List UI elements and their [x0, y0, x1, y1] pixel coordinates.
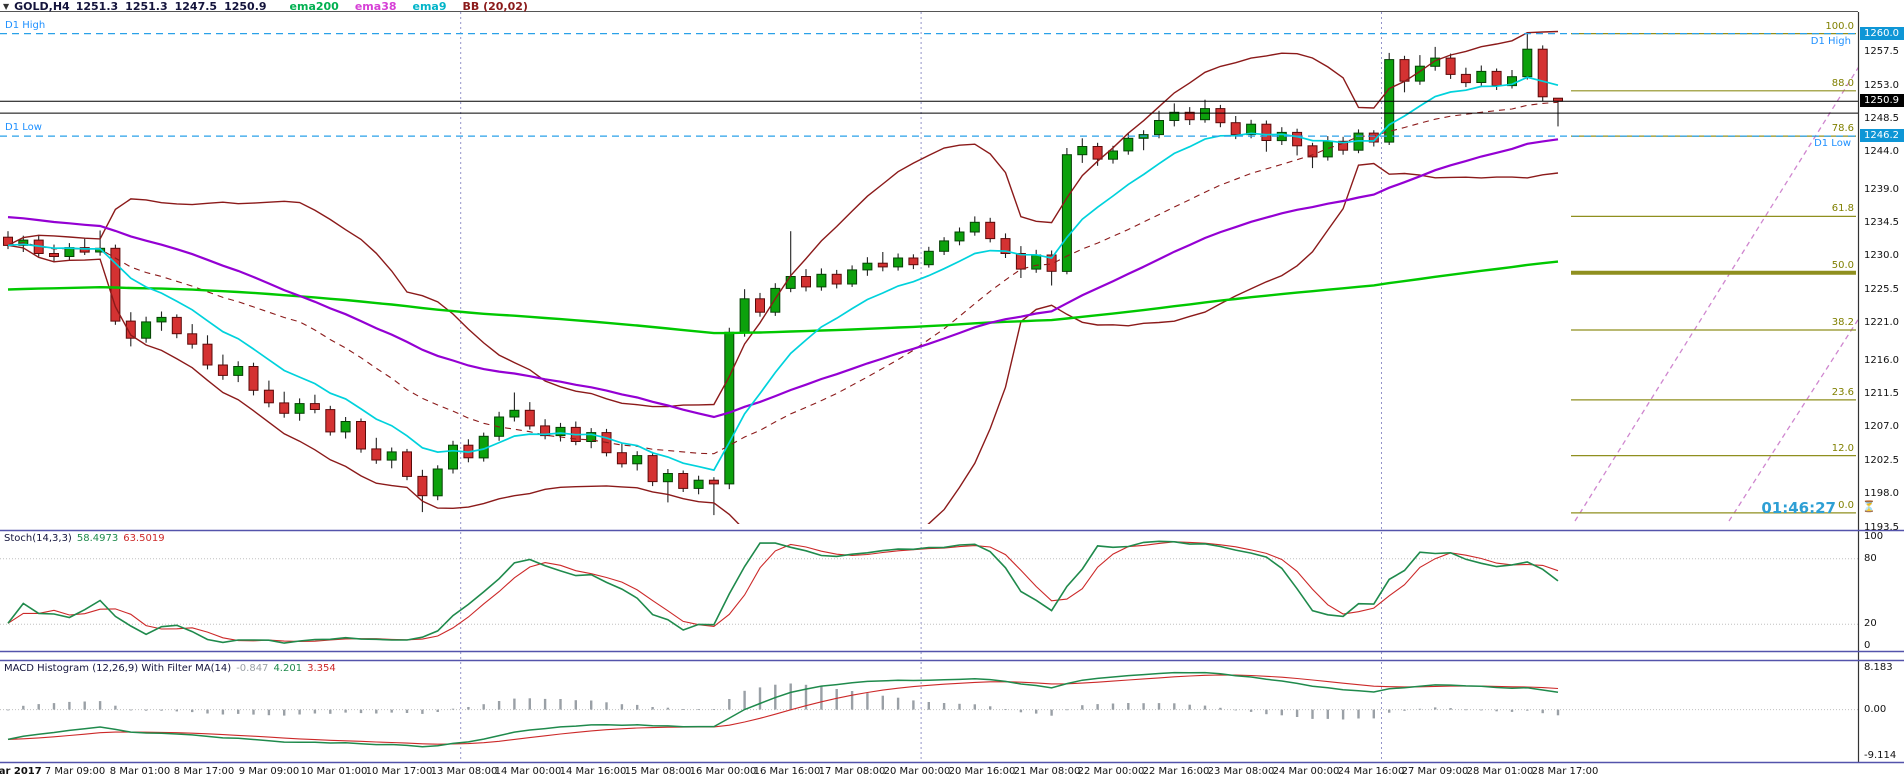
fib-level-label: 0.0 [1838, 500, 1854, 511]
window-menu-icon[interactable]: ▼ [3, 2, 10, 11]
time-axis-label: 14 Mar 16:00 [559, 766, 627, 777]
time-axis-label: 16 Mar 16:00 [753, 766, 821, 777]
price-axis-label: 1221.0 [1864, 317, 1899, 328]
price-axis-label: 1248.5 [1864, 113, 1899, 124]
d1-low-label-right: D1 Low [1814, 138, 1851, 149]
price-axis-label: 1253.0 [1864, 80, 1899, 91]
legend-ema200: ema200 [289, 0, 339, 13]
time-axis-label: 6 Mar 2017 [0, 766, 42, 777]
fib-level-label: 61.8 [1831, 203, 1854, 214]
d1-high-label-right: D1 High [1810, 36, 1851, 47]
price-axis-label: 1207.0 [1864, 421, 1899, 432]
time-axis-label: 23 Mar 08:00 [1207, 766, 1275, 777]
macd-value-hist: -0.847 [236, 663, 269, 674]
price-axis-label: 1244.0 [1864, 146, 1899, 157]
time-axis-label: 20 Mar 00:00 [883, 766, 951, 777]
ohlc-open: 1251.3 [75, 0, 119, 13]
time-axis-label: 28 Mar 01:00 [1466, 766, 1534, 777]
time-axis-label: 14 Mar 00:00 [494, 766, 562, 777]
stoch-value-signal: 63.5019 [123, 533, 165, 544]
price-axis-label: 1234.5 [1864, 217, 1899, 228]
legend-bb: BB (20,02) [462, 0, 528, 13]
stoch-indicator-label: Stoch(14,3,3) 58.4973 63.5019 [4, 533, 170, 544]
fib-level-label: 23.6 [1831, 387, 1854, 398]
time-axis-label: 10 Mar 17:00 [365, 766, 433, 777]
price-axis-label: 1257.5 [1864, 46, 1899, 57]
symbol-period-title: GOLD,H4 [14, 0, 70, 13]
ohlc-close: 1250.9 [224, 0, 267, 13]
stoch-axis-label: 0 [1864, 640, 1871, 651]
macd-value-main: 4.201 [273, 663, 303, 674]
time-axis-label: 21 Mar 08:00 [1013, 766, 1081, 777]
price-axis-label: 1211.5 [1864, 388, 1899, 399]
macd-name: MACD Histogram (12,26,9) With Filter MA(… [4, 663, 232, 674]
time-axis-label: 8 Mar 17:00 [173, 766, 235, 777]
d1-high-label-left: D1 High [5, 20, 46, 31]
fib-level-label: 38.2 [1831, 317, 1854, 328]
time-axis-label: 15 Mar 08:00 [624, 766, 692, 777]
time-axis-label: 22 Mar 00:00 [1077, 766, 1145, 777]
macd-axis-label: -9.114 [1864, 750, 1897, 761]
price-axis-label: 1193.5 [1864, 522, 1899, 533]
time-axis-label: 16 Mar 00:00 [689, 766, 757, 777]
price-axis-label: 1202.5 [1864, 455, 1899, 466]
time-axis-label: 24 Mar 16:00 [1337, 766, 1405, 777]
fib-level-label: 88.0 [1831, 78, 1854, 89]
stoch-axis-label: 100 [1864, 531, 1884, 542]
macd-indicator-label: MACD Histogram (12,26,9) With Filter MA(… [4, 663, 341, 674]
candle-countdown-timer: 01:46:27 [1761, 499, 1836, 517]
fib-level-label: 78.6 [1831, 123, 1854, 134]
legend-ema9: ema9 [412, 0, 447, 13]
price-tag-d1-low: 1246.2 [1860, 129, 1904, 142]
fib-level-label: 12.0 [1831, 443, 1854, 454]
time-axis-label: 8 Mar 01:00 [109, 766, 171, 777]
time-axis-label: 28 Mar 17:00 [1531, 766, 1599, 777]
time-axis-label: 20 Mar 16:00 [948, 766, 1016, 777]
time-axis-label: 24 Mar 00:00 [1272, 766, 1340, 777]
price-axis-label: 1198.0 [1864, 488, 1899, 499]
macd-value-signal: 3.354 [307, 663, 336, 674]
time-axis-label: 17 Mar 08:00 [818, 766, 886, 777]
fib-level-label: 100.0 [1825, 21, 1854, 32]
price-axis-label: 1225.5 [1864, 284, 1899, 295]
price-tag-bid: 1250.9 [1860, 94, 1904, 107]
price-tag-d1-high: 1260.0 [1860, 27, 1904, 40]
time-axis-label: 10 Mar 01:00 [300, 766, 368, 777]
price-axis-label: 1216.0 [1864, 355, 1899, 366]
time-axis-label: 22 Mar 16:00 [1142, 766, 1210, 777]
stoch-axis-label: 20 [1864, 618, 1877, 629]
ohlc-high: 1251.3 [125, 0, 168, 13]
time-axis-label: 27 Mar 09:00 [1401, 766, 1469, 777]
price-axis-label: 1239.0 [1864, 184, 1899, 195]
stoch-name: Stoch(14,3,3) [4, 533, 72, 544]
ohlc-low: 1247.5 [174, 0, 218, 13]
macd-axis-label: 0.00 [1864, 704, 1887, 715]
price-axis-label: 1230.0 [1864, 250, 1899, 261]
macd-axis-label: 8.183 [1864, 662, 1893, 673]
stoch-axis-label: 80 [1864, 553, 1877, 564]
d1-low-label-left: D1 Low [5, 122, 42, 133]
time-axis-label: 9 Mar 09:00 [238, 766, 300, 777]
chart-legend-bar: ▼ GOLD,H4 1251.3 1251.3 1247.5 1250.9 em… [3, 0, 528, 13]
stoch-value-main: 58.4973 [76, 533, 119, 544]
fib-level-label: 50.0 [1831, 260, 1854, 271]
time-axis-label: 7 Mar 09:00 [44, 766, 106, 777]
time-axis-label: 13 Mar 08:00 [430, 766, 498, 777]
hourglass-icon: ⏳ [1862, 500, 1876, 513]
legend-ema38: ema38 [354, 0, 397, 13]
